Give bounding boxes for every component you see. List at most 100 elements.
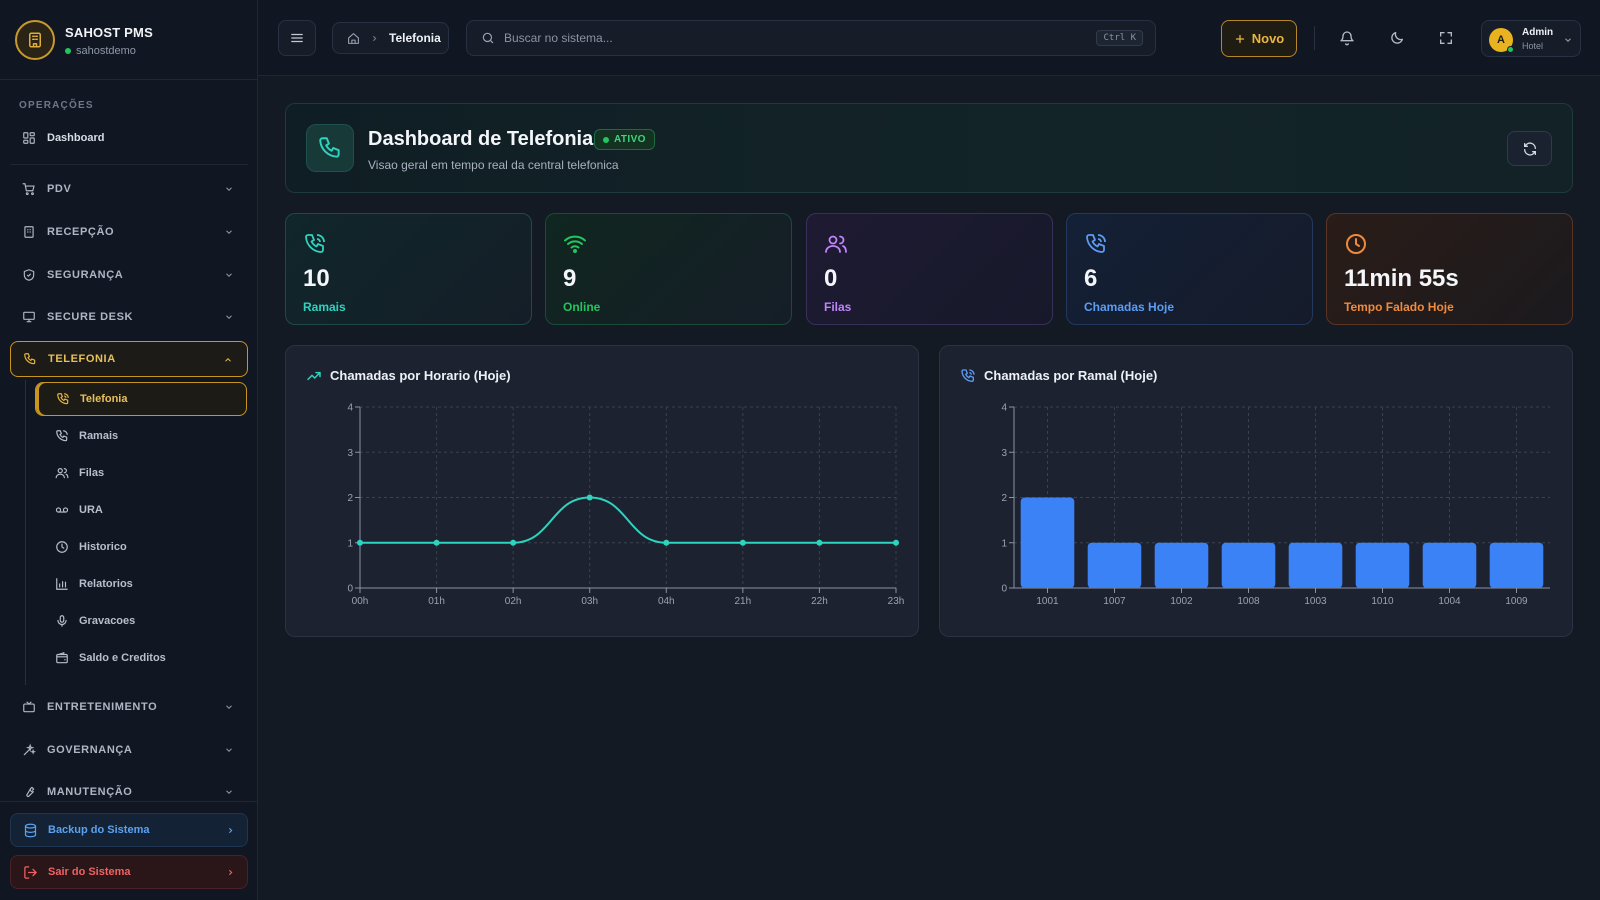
- sidebar-item-label: SEGURANÇA: [47, 269, 124, 281]
- chevron-down-icon: [226, 748, 232, 752]
- stat-label: Filas: [824, 300, 852, 314]
- backup-button-label: Backup do Sistema: [48, 824, 150, 836]
- chevron-down-icon: [226, 187, 232, 191]
- brand-user: sahostdemo: [65, 45, 136, 57]
- brand-header: SAHOST PMS sahostdemo: [0, 0, 258, 80]
- fullscreen-button[interactable]: [1434, 26, 1458, 50]
- new-button[interactable]: Novo: [1221, 20, 1297, 57]
- online-status-icon: [1507, 46, 1514, 53]
- bar-chart: 0 1 2 3 4 1001 1007 1002 1008 1003 1010 1004 1009: [1001, 403, 1550, 607]
- submenu-item-historico[interactable]: Historico: [35, 530, 247, 564]
- tv-icon: [23, 701, 35, 713]
- submenu-item-ramais[interactable]: Ramais: [35, 419, 247, 453]
- sidebar-item-label: TELEFONIA: [48, 353, 116, 365]
- sidebar-item-dashboard[interactable]: Dashboard: [10, 120, 248, 156]
- sidebar-item-governanca[interactable]: GOVERNANÇA: [10, 732, 248, 768]
- refresh-icon: [1523, 141, 1536, 156]
- sidebar-item-recepcao[interactable]: RECEPÇÃO: [10, 214, 248, 250]
- stat-value: 11min 55s: [1344, 265, 1459, 292]
- notifications-button[interactable]: [1335, 26, 1359, 50]
- clock-icon: [56, 541, 68, 553]
- x-tick-label: 1001: [1036, 596, 1059, 607]
- home-icon[interactable]: [347, 32, 360, 45]
- submenu-item-gravacoes[interactable]: Gravacoes: [35, 604, 247, 638]
- refresh-button[interactable]: [1507, 131, 1552, 166]
- sidebar-item-label: GOVERNANÇA: [47, 744, 133, 756]
- submenu-item-label: URA: [79, 504, 103, 516]
- chart-title: Chamadas por Ramal (Hoje): [984, 368, 1158, 383]
- hotel-logo-icon: [15, 20, 55, 60]
- sidebar-item-telefonia[interactable]: TELEFONIA: [10, 341, 248, 377]
- sidebar-item-manutencao[interactable]: MANUTENÇÃO: [10, 774, 248, 810]
- wrench-icon: [26, 786, 35, 798]
- y-tick-label: 0: [1001, 584, 1007, 595]
- sidebar-item-entretenimento[interactable]: ENTRETENIMENTO: [10, 689, 248, 725]
- submenu-line: [25, 380, 26, 685]
- sparkles-icon: [23, 743, 36, 756]
- sidebar-item-secure-desk[interactable]: SECURE DESK: [10, 299, 248, 335]
- trending-up-icon: [307, 371, 321, 381]
- user-role: Hotel: [1522, 41, 1544, 51]
- y-tick-label: 1: [347, 538, 353, 549]
- chart-title: Chamadas por Horario (Hoje): [330, 368, 511, 383]
- sidebar-item-seguranca[interactable]: SEGURANÇA: [10, 257, 248, 293]
- y-tick-label: 4: [1001, 403, 1007, 414]
- data-point: [433, 539, 440, 546]
- chevron-right-icon: [228, 869, 233, 876]
- chevron-up-icon: [225, 358, 231, 362]
- submenu-item-label: Historico: [79, 541, 127, 553]
- y-tick-label: 2: [1001, 493, 1007, 504]
- bar: [1288, 542, 1343, 588]
- sidebar-item-pdv[interactable]: PDV: [10, 171, 248, 207]
- chevron-down-icon: [1565, 38, 1571, 42]
- data-point: [510, 539, 517, 546]
- submenu-item-ura[interactable]: URA: [35, 493, 247, 527]
- y-tick-label: 4: [347, 403, 353, 414]
- x-tick-label: 1004: [1438, 596, 1461, 607]
- stat-value: 10: [303, 265, 330, 292]
- phone-icon: [24, 353, 36, 365]
- chart-card-calls-by-extension: Chamadas por Ramal (Hoje) 0 1 2 3 4 1001 1007 1…: [939, 345, 1573, 637]
- bar: [1087, 542, 1142, 588]
- stat-card-filas: 0 Filas: [806, 213, 1053, 325]
- logout-button[interactable]: Sair do Sistema: [10, 855, 248, 889]
- bar: [1020, 497, 1075, 588]
- avatar: A: [1489, 28, 1514, 53]
- y-tick-label: 1: [1001, 538, 1007, 549]
- wifi-icon: [564, 235, 586, 253]
- chevron-down-icon: [226, 273, 232, 277]
- submenu-item-filas[interactable]: Filas: [35, 456, 247, 490]
- theme-toggle-button[interactable]: [1385, 26, 1409, 50]
- bar: [1489, 542, 1544, 588]
- section-label-operacoes: OPERAÇÕES: [19, 100, 94, 111]
- sidebar-item-label: RECEPÇÃO: [47, 226, 115, 238]
- stat-card-chamadas-hoje: 6 Chamadas Hoje: [1066, 213, 1313, 325]
- data-point: [816, 539, 823, 546]
- online-status-icon: [65, 48, 71, 54]
- search-box[interactable]: Ctrl K: [466, 20, 1156, 56]
- x-tick-label: 01h: [428, 596, 445, 607]
- submenu-item-telefonia[interactable]: Telefonia: [35, 382, 247, 416]
- x-tick-label: 1003: [1304, 596, 1327, 607]
- backup-button[interactable]: Backup do Sistema: [10, 813, 248, 847]
- divider: [0, 801, 258, 802]
- menu-toggle-button[interactable]: [278, 20, 316, 56]
- grid-icon: [23, 132, 35, 144]
- page-title: Dashboard de Telefonia: [368, 128, 594, 150]
- user-menu[interactable]: A Admin Hotel: [1481, 20, 1581, 57]
- x-tick-label: 1008: [1237, 596, 1260, 607]
- stat-label: Tempo Falado Hoje: [1344, 300, 1454, 314]
- submenu-item-relatorios[interactable]: Relatorios: [35, 567, 247, 601]
- stat-value: 6: [1084, 265, 1098, 292]
- sidebar-item-label: Dashboard: [47, 132, 105, 144]
- submenu-item-label: Filas: [79, 467, 105, 479]
- cart-icon: [22, 183, 35, 196]
- search-input[interactable]: [504, 31, 1064, 45]
- submenu-item-saldo-creditos[interactable]: Saldo e Creditos: [35, 641, 247, 675]
- status-dot-icon: [603, 136, 609, 143]
- bar: [1422, 542, 1477, 588]
- chevron-right-icon: [228, 827, 233, 834]
- y-tick-label: 3: [1001, 448, 1007, 459]
- shield-icon: [23, 269, 35, 281]
- search-shortcut: Ctrl K: [1096, 30, 1143, 46]
